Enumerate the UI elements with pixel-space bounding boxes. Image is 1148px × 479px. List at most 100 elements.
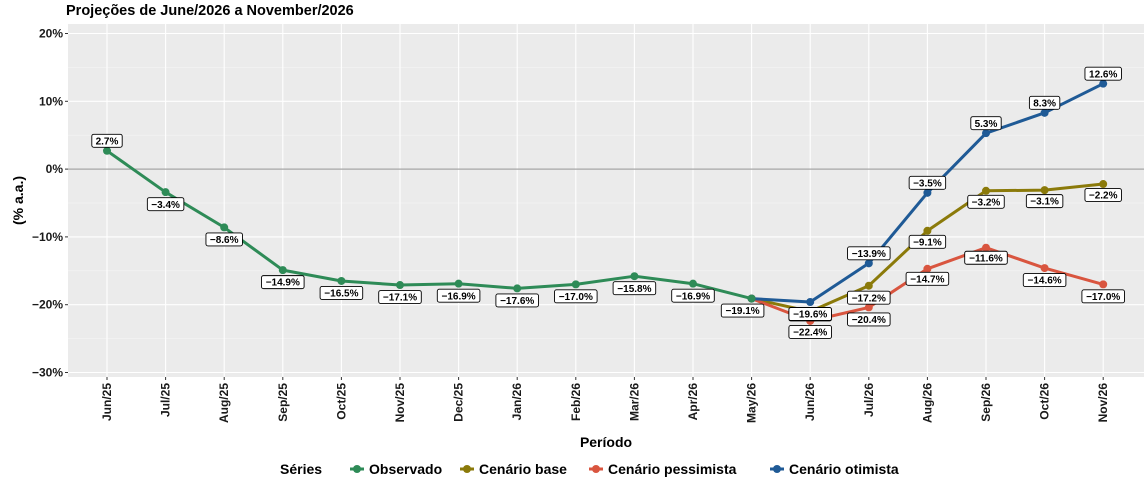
data-label-text: −3.1% <box>1030 197 1059 208</box>
data-point <box>747 294 756 303</box>
x-tick-label: Dec/25 <box>452 383 466 422</box>
data-label: −19.1% <box>720 303 765 318</box>
series-line-0 <box>105 149 754 301</box>
data-label: −17.2% <box>847 290 891 305</box>
data-label-box <box>91 133 123 148</box>
y-tick-label: −10% <box>32 230 63 244</box>
data-point <box>864 281 873 290</box>
data-label: −11.6% <box>964 250 1008 265</box>
legend-item: Cenário base <box>460 461 567 477</box>
data-point <box>161 188 170 197</box>
data-point <box>396 281 404 290</box>
data-point <box>923 264 932 273</box>
data-label-text: 12.6% <box>1089 69 1117 80</box>
data-point <box>1099 180 1108 189</box>
data-label-box <box>908 175 947 190</box>
data-label-box <box>788 325 832 339</box>
legend-label: Cenário pessimista <box>608 461 737 477</box>
x-tick-label: Oct/25 <box>334 383 348 420</box>
data-label: −14.6% <box>1022 273 1067 288</box>
x-tick-label: Apr/26 <box>686 383 700 421</box>
data-point <box>454 279 463 288</box>
data-label-text: −3.2% <box>972 197 1001 208</box>
data-point <box>103 146 111 155</box>
data-label: 5.3% <box>970 116 1002 131</box>
data-point <box>982 186 990 195</box>
data-point <box>923 188 932 197</box>
legend-key-point <box>592 465 600 473</box>
legend-label: Cenário base <box>479 461 567 477</box>
data-label: −17.1% <box>378 290 422 304</box>
y-tick-label: 0% <box>46 162 64 176</box>
data-label-box <box>612 281 657 296</box>
data-label: −3.2% <box>967 194 1005 209</box>
data-label-text: 5.3% <box>975 119 998 130</box>
y-tick-label: −30% <box>32 366 63 380</box>
x-tick-label: Aug/26 <box>920 383 934 423</box>
data-label-box <box>378 290 422 304</box>
data-label: −2.2% <box>1084 188 1122 202</box>
data-label: −13.9% <box>847 246 891 261</box>
x-tick-label: Oct/26 <box>1038 383 1052 420</box>
data-label: −8.6% <box>205 232 243 247</box>
data-point <box>982 243 990 252</box>
legend-key-point <box>463 465 471 473</box>
data-point <box>689 279 697 288</box>
x-tick-label: Jun/26 <box>803 383 817 421</box>
data-label-box <box>847 290 891 305</box>
data-label-text: −8.6% <box>210 235 239 246</box>
data-label: −16.9% <box>436 288 481 303</box>
data-point <box>571 280 580 289</box>
data-point <box>1099 280 1108 289</box>
legend-title: Séries <box>280 461 322 477</box>
data-label-text: −17.2% <box>852 293 886 304</box>
data-point <box>806 297 815 306</box>
data-label: −14.9% <box>261 275 305 290</box>
legend-item: Cenário otimista <box>770 461 899 477</box>
data-point <box>864 259 873 268</box>
data-point <box>337 276 346 285</box>
data-label-text: −13.9% <box>852 249 886 260</box>
plot-panel <box>68 24 1144 377</box>
data-label-text: −15.8% <box>617 284 651 295</box>
data-label-box <box>1081 289 1125 304</box>
x-tick-label: Nov/26 <box>1096 383 1110 423</box>
legend-item: Observado <box>350 461 442 477</box>
data-label-text: −3.4% <box>151 200 180 211</box>
data-label: 12.6% <box>1084 66 1122 81</box>
data-label-text: −11.6% <box>969 253 1003 264</box>
data-label: −15.8% <box>612 281 657 296</box>
legend-label: Cenário otimista <box>789 461 899 477</box>
legend-item: Cenário pessimista <box>589 461 737 477</box>
data-point <box>278 266 287 275</box>
data-label-text: −14.9% <box>266 278 300 289</box>
data-label-box <box>495 293 539 308</box>
data-label: −14.7% <box>905 271 950 286</box>
data-label-box <box>1084 188 1122 202</box>
data-label: −3.1% <box>1025 194 1064 209</box>
data-label-box <box>720 303 765 318</box>
data-label: −16.9% <box>671 288 715 303</box>
data-label: −20.4% <box>847 312 891 327</box>
data-point <box>513 284 522 293</box>
data-label-box <box>847 246 891 261</box>
data-label-box <box>146 197 185 212</box>
data-label-text: −3.5% <box>913 178 942 189</box>
data-label-text: −19.6% <box>793 310 827 321</box>
data-point <box>1040 264 1049 273</box>
legend-key-point <box>353 465 361 473</box>
data-point <box>1040 108 1049 117</box>
data-label-box <box>436 288 481 303</box>
x-tick-label: Jan/26 <box>510 383 524 421</box>
data-label-text: −17.0% <box>559 292 593 303</box>
data-label-text: −16.9% <box>676 291 710 302</box>
data-label-box <box>908 234 947 249</box>
data-label-text: 8.3% <box>1033 98 1056 109</box>
x-tick-label: Jun/25 <box>100 383 114 421</box>
data-label: −3.4% <box>146 197 185 212</box>
data-point <box>1040 186 1049 195</box>
data-label-text: −2.2% <box>1089 191 1118 202</box>
data-label-box <box>905 271 950 286</box>
legend-key-point <box>773 465 781 473</box>
